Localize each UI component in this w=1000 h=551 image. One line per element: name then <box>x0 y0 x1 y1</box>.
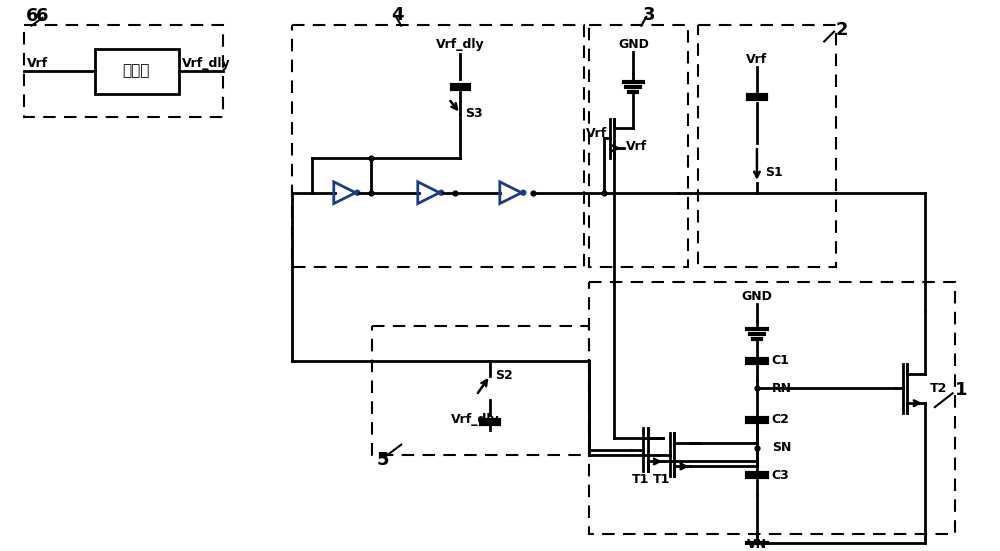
Text: 6: 6 <box>26 7 38 25</box>
Text: 2: 2 <box>836 20 848 39</box>
Text: 3: 3 <box>643 6 656 24</box>
Bar <box>292 25 584 267</box>
Text: S1: S1 <box>765 166 783 180</box>
Text: Vrf_dly: Vrf_dly <box>451 413 499 426</box>
Bar <box>95 50 179 94</box>
Text: S3: S3 <box>465 107 483 120</box>
Text: S2: S2 <box>495 369 513 382</box>
Text: C2: C2 <box>772 413 790 426</box>
Bar <box>589 25 688 267</box>
Bar <box>372 326 589 455</box>
Text: 1: 1 <box>955 381 967 399</box>
Bar <box>589 282 955 533</box>
Text: T1: T1 <box>631 473 649 486</box>
Text: SN: SN <box>772 441 791 454</box>
Text: C3: C3 <box>772 469 790 482</box>
Text: RN: RN <box>772 382 792 395</box>
Text: Vrf_dly: Vrf_dly <box>436 38 485 51</box>
Text: 延時器: 延時器 <box>123 64 150 79</box>
Text: Vrf: Vrf <box>27 57 48 70</box>
Text: 6: 6 <box>36 7 48 25</box>
Text: Vrf: Vrf <box>626 140 647 153</box>
Bar <box>24 25 223 117</box>
Text: C1: C1 <box>772 354 790 367</box>
Text: GND: GND <box>618 38 649 51</box>
Text: T1: T1 <box>653 473 671 486</box>
Bar <box>698 25 836 267</box>
Text: T2: T2 <box>930 382 947 395</box>
Text: 5: 5 <box>376 451 389 468</box>
Text: VN: VN <box>747 538 767 551</box>
Text: 4: 4 <box>391 6 404 24</box>
Text: GND: GND <box>741 290 772 303</box>
Text: Vrf: Vrf <box>746 53 768 66</box>
Text: Vrf_dly: Vrf_dly <box>182 57 230 70</box>
Text: Vrf: Vrf <box>586 127 607 140</box>
